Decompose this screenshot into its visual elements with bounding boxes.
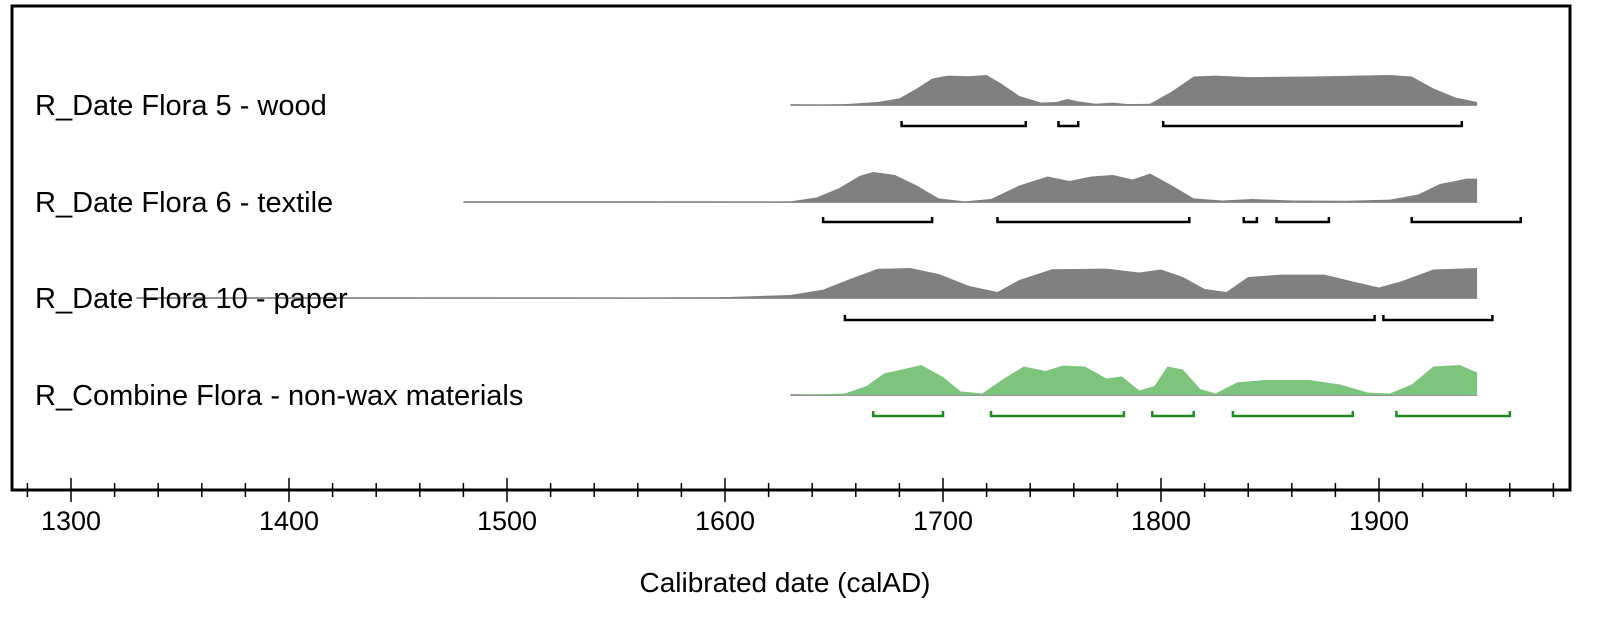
row-label: R_Date Flora 5 - wood <box>35 90 327 122</box>
series-4 <box>790 365 1512 418</box>
density-area <box>790 75 1478 105</box>
range-bracket <box>1231 411 1355 418</box>
density-area <box>136 268 1478 298</box>
range-bracket <box>843 315 1376 322</box>
series-2 <box>463 172 1522 224</box>
range-bracket <box>1410 217 1522 224</box>
plot-frame <box>10 4 1572 492</box>
x-tick-label: 1900 <box>1349 506 1409 536</box>
range-bracket <box>871 411 945 418</box>
range-bracket <box>821 217 934 224</box>
range-bracket <box>1242 217 1259 224</box>
range-bracket <box>1151 411 1195 418</box>
x-tick-label: 1500 <box>477 506 537 536</box>
range-bracket <box>1161 121 1464 128</box>
range-bracket <box>1395 411 1512 418</box>
series-3 <box>136 268 1494 322</box>
range-bracket <box>1382 315 1494 322</box>
series-layer <box>136 75 1522 418</box>
x-tick-label: 1400 <box>259 506 319 536</box>
row-label: R_Date Flora 10 - paper <box>35 283 348 315</box>
density-area <box>790 365 1478 395</box>
range-bracket <box>996 217 1191 224</box>
x-axis: 1300 1400 1500 1600 1700 1800 1900 <box>26 478 1555 536</box>
range-bracket <box>1275 217 1331 224</box>
x-tick-label: 1800 <box>1131 506 1191 536</box>
density-area <box>463 172 1478 202</box>
range-bracket <box>900 121 1028 128</box>
x-tick-label: 1700 <box>913 506 973 536</box>
row-label: R_Date Flora 6 - textile <box>35 187 333 219</box>
row-label: R_Combine Flora - non-wax materials <box>35 380 523 412</box>
range-bracket <box>989 411 1126 418</box>
series-1 <box>790 75 1478 128</box>
label-layer: R_Date Flora 5 - wood R_Date Flora 6 - te… <box>35 90 523 412</box>
range-bracket <box>1057 121 1080 128</box>
x-tick-label: 1600 <box>695 506 755 536</box>
x-axis-title: Calibrated date (calAD) <box>639 567 930 598</box>
x-tick-label: 1300 <box>41 506 101 536</box>
